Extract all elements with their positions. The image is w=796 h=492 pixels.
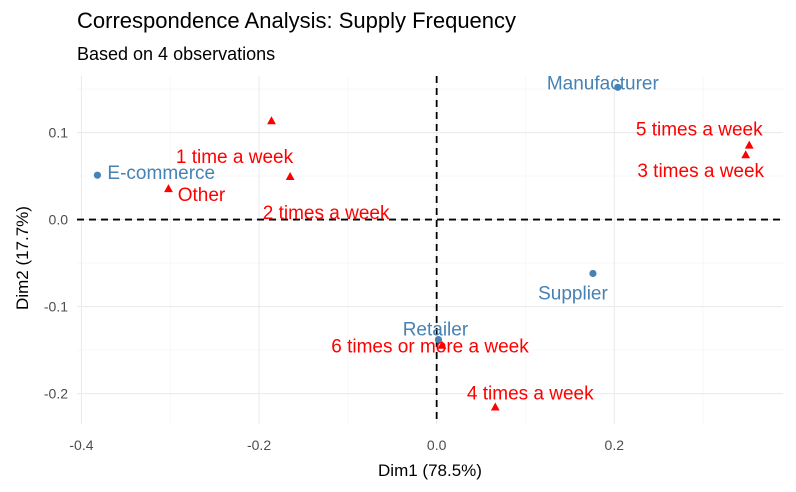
chart-subtitle: Based on 4 observations xyxy=(77,44,276,64)
row-point-marker xyxy=(589,269,597,278)
reference-lines xyxy=(77,76,783,424)
point-label: Supplier xyxy=(538,283,608,304)
point-label: E-commerce xyxy=(107,163,215,184)
point-label: Other xyxy=(178,185,226,206)
y-tick-label: -0.1 xyxy=(44,299,68,315)
row-point-marker xyxy=(614,83,622,91)
column-point-marker xyxy=(267,116,276,125)
point-label: 5 times a week xyxy=(636,120,763,141)
x-tick-label: 0.2 xyxy=(605,437,625,453)
point-label: 1 time a week xyxy=(176,147,294,168)
data-point-labels: E-commerce Manufacturer Supplier Retailer 1 … xyxy=(107,73,764,404)
column-point-marker xyxy=(437,340,447,349)
y-tick-label: 0.0 xyxy=(49,212,69,228)
y-tick-label: -0.2 xyxy=(44,386,68,402)
column-point-marker xyxy=(285,171,295,180)
point-label: Manufacturer xyxy=(547,73,660,94)
x-tick-label: -0.2 xyxy=(247,437,271,453)
row-point-marker xyxy=(434,336,443,344)
point-label: 2 times a week xyxy=(263,203,390,224)
point-label: Retailer xyxy=(403,320,469,341)
data-points xyxy=(93,83,754,411)
x-tick-label: -0.4 xyxy=(69,437,93,453)
x-axis-title: Dim1 (78.5%) xyxy=(378,461,482,480)
row-point-marker xyxy=(93,171,102,179)
column-point-marker xyxy=(744,140,754,149)
point-label: 6 times or more a week xyxy=(331,337,529,358)
x-axis-ticks: -0.4 -0.2 0.0 0.2 xyxy=(69,437,624,453)
chart-title: Correspondence Analysis: Supply Frequenc… xyxy=(77,8,517,33)
column-point-marker xyxy=(164,184,173,193)
point-label: 4 times a week xyxy=(467,383,594,404)
x-tick-label: 0.0 xyxy=(427,437,447,453)
column-point-marker xyxy=(490,402,500,411)
y-tick-label: 0.1 xyxy=(49,125,69,141)
y-axis-title: Dim2 (17.7%) xyxy=(13,206,32,310)
column-point-marker xyxy=(741,150,751,159)
grid-lines xyxy=(77,76,783,424)
point-label: 3 times a week xyxy=(637,161,764,182)
y-axis-ticks: -0.2 -0.1 0.0 0.1 xyxy=(44,125,68,402)
